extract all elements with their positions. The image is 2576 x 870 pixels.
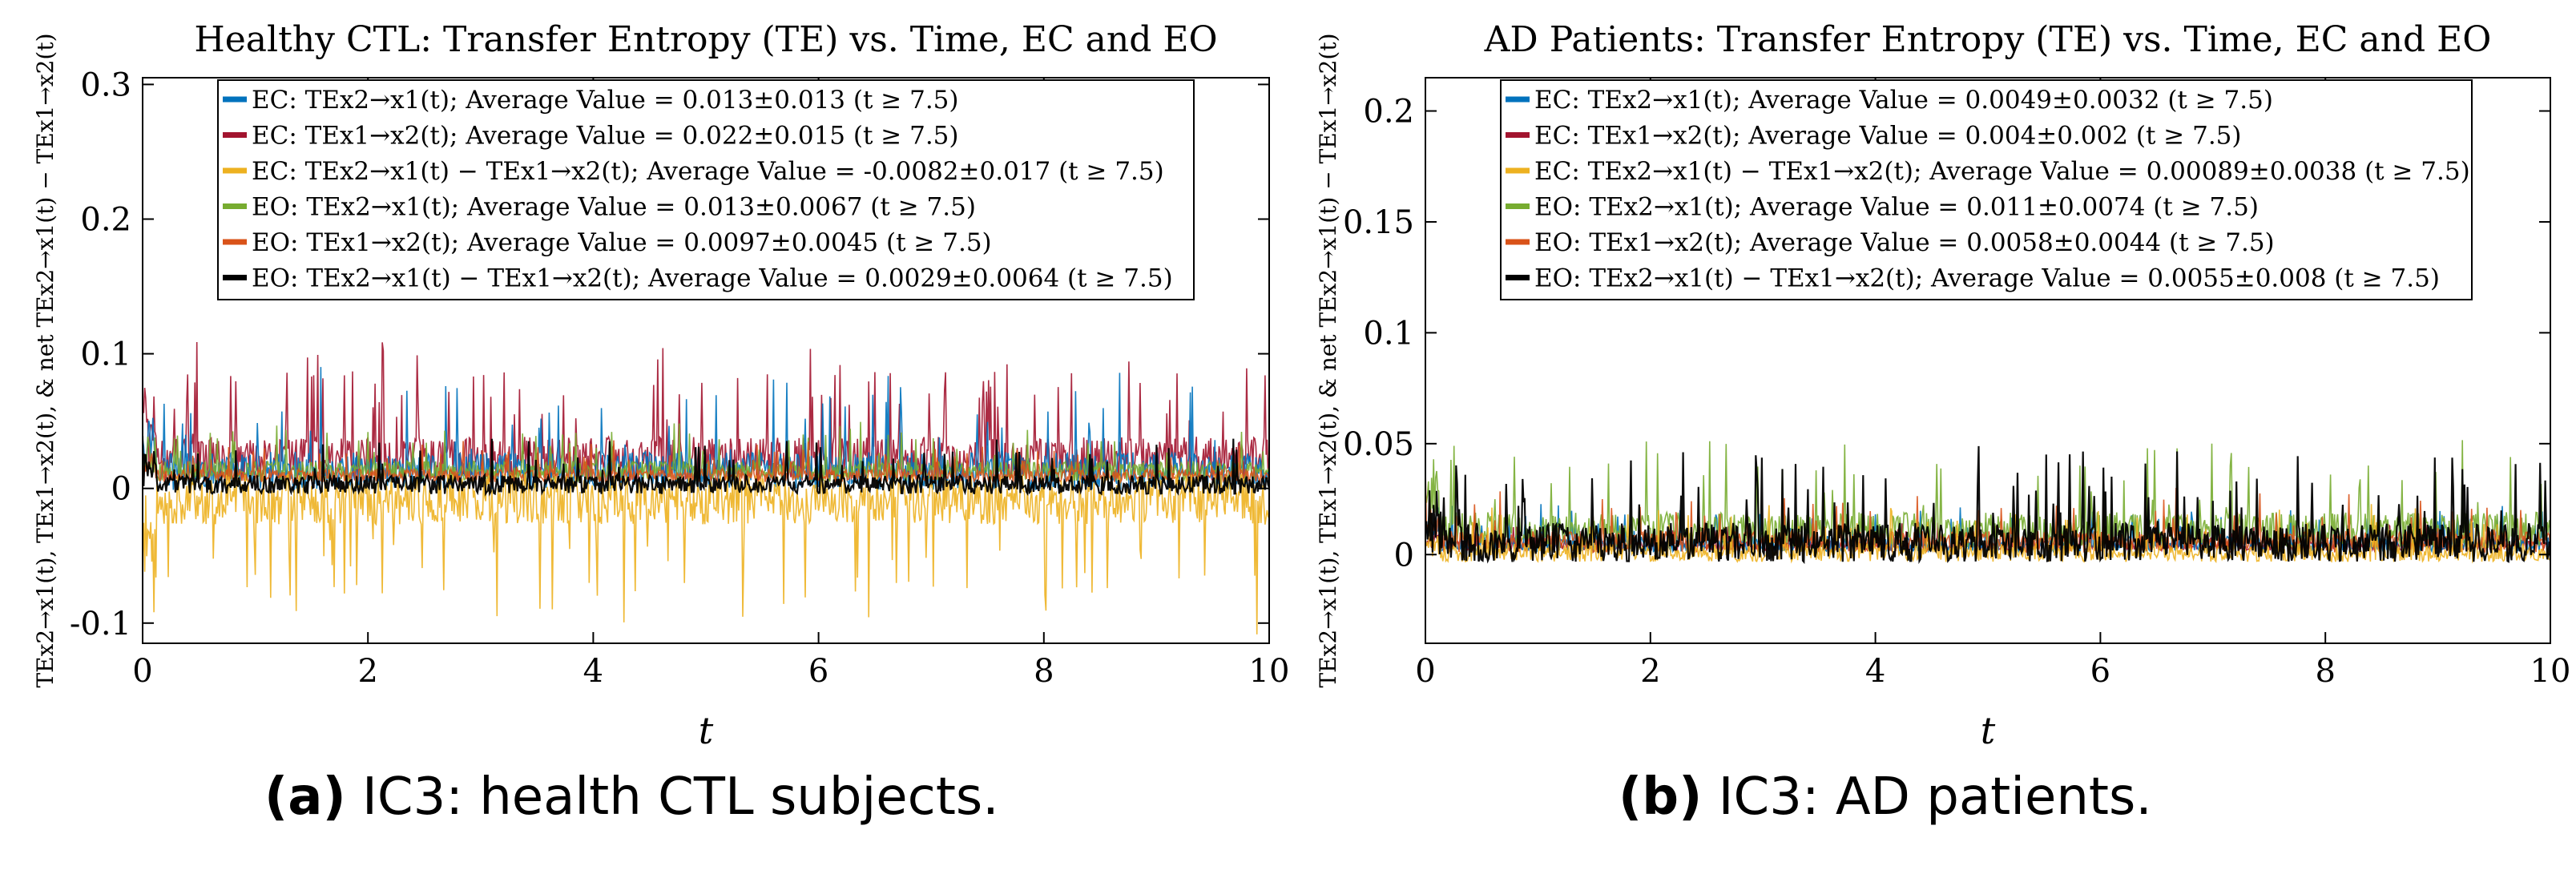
y-tick-label: 0	[111, 471, 131, 508]
caption-a: (a) IC3: health CTL subjects.	[264, 767, 999, 827]
caption-b: (b) IC3: AD patients.	[1619, 767, 2152, 827]
y-tick-label: 0.1	[80, 336, 131, 373]
series-line	[1425, 496, 2550, 564]
x-tick-label: 4	[583, 653, 603, 690]
legend-box	[217, 79, 1195, 300]
data-traces	[143, 341, 1269, 634]
legend: EC: TEx2→x1(t); Average Value = 0.0049±0…	[1500, 79, 2473, 300]
caption-b-body: IC3: AD patients.	[1702, 767, 2152, 827]
x-tick-label: 0	[132, 653, 152, 690]
x-tick-label: 6	[808, 653, 828, 690]
legend-entry: EC: TEx1→x2(t); Average Value = 0.004±0.…	[1534, 122, 2242, 151]
x-tick-label: 2	[1640, 653, 1660, 690]
x-axis-label: t	[1981, 709, 1996, 752]
legend-entry: EO: TEx2→x1(t) − TEx1→x2(t); Average Val…	[1534, 264, 2440, 293]
x-tick-label: 4	[1865, 653, 1885, 690]
series-line	[143, 473, 1269, 634]
x-tick-label: 0	[1415, 653, 1435, 690]
caption-a-body: IC3: health CTL subjects.	[345, 767, 999, 827]
y-tick-label: 0.1	[1363, 315, 1414, 352]
series-line	[1425, 445, 2550, 565]
chart-title: Healthy CTL: Transfer Entropy (TE) vs. T…	[194, 19, 1217, 60]
y-tick-label: -0.1	[70, 606, 131, 642]
chart-panel-a: Healthy CTL: Transfer Entropy (TE) vs. T…	[32, 19, 1289, 752]
legend-entry: EO: TEx2→x1(t); Average Value = 0.013±0.…	[252, 193, 976, 222]
y-tick-label: 0.05	[1343, 426, 1414, 463]
caption-a-tag: (a)	[264, 767, 346, 827]
legend-box	[1500, 79, 2473, 300]
legend: EC: TEx2→x1(t); Average Value = 0.013±0.…	[217, 79, 1195, 300]
x-tick-label: 8	[2315, 653, 2335, 690]
y-tick-label: 0.2	[80, 202, 131, 239]
x-tick-label: 10	[1249, 653, 1290, 690]
x-tick-label: 10	[2530, 653, 2571, 690]
axes-box	[1425, 77, 2551, 644]
x-axis-label: t	[699, 709, 714, 752]
y-tick-label: 0.3	[80, 66, 131, 103]
chart-title: AD Patients: Transfer Entropy (TE) vs. T…	[1484, 19, 2492, 60]
y-tick-label: 0.15	[1343, 204, 1414, 241]
x-tick-label: 6	[2090, 653, 2110, 690]
chart-panel-b: AD Patients: Transfer Entropy (TE) vs. T…	[1315, 19, 2570, 752]
data-traces	[1425, 440, 2550, 565]
legend-entry: EC: TEx1→x2(t); Average Value = 0.022±0.…	[252, 122, 959, 151]
y-tick-label: 0	[1394, 537, 1414, 574]
legend-entry: EO: TEx2→x1(t) − TEx1→x2(t); Average Val…	[252, 264, 1173, 293]
y-tick-label: 0.2	[1363, 94, 1414, 131]
legend-entry: EO: TEx1→x2(t); Average Value = 0.0058±0…	[1534, 228, 2275, 257]
axes-box	[142, 77, 1270, 644]
x-tick-label: 2	[357, 653, 377, 690]
series-line	[143, 436, 1269, 497]
y-axis-label: TEx2→x1(t), TEx1→x2(t), & net TEx2→x1(t)…	[32, 34, 58, 688]
x-tick-label: 8	[1034, 653, 1054, 690]
legend-entry: EC: TEx2→x1(t) − TEx1→x2(t); Average Val…	[1534, 157, 2470, 186]
legend-entry: EC: TEx2→x1(t); Average Value = 0.013±0.…	[252, 86, 959, 115]
legend-entry: EO: TEx1→x2(t); Average Value = 0.0097±0…	[252, 228, 992, 257]
legend-entry: EC: TEx2→x1(t); Average Value = 0.0049±0…	[1534, 86, 2273, 115]
legend-entry: EO: TEx2→x1(t); Average Value = 0.011±0.…	[1534, 193, 2259, 222]
caption-b-tag: (b)	[1619, 767, 1703, 827]
y-axis-label: TEx2→x1(t), TEx1→x2(t), & net TEx2→x1(t)…	[1315, 34, 1341, 688]
legend-entry: EC: TEx2→x1(t) − TEx1→x2(t); Average Val…	[252, 157, 1164, 186]
